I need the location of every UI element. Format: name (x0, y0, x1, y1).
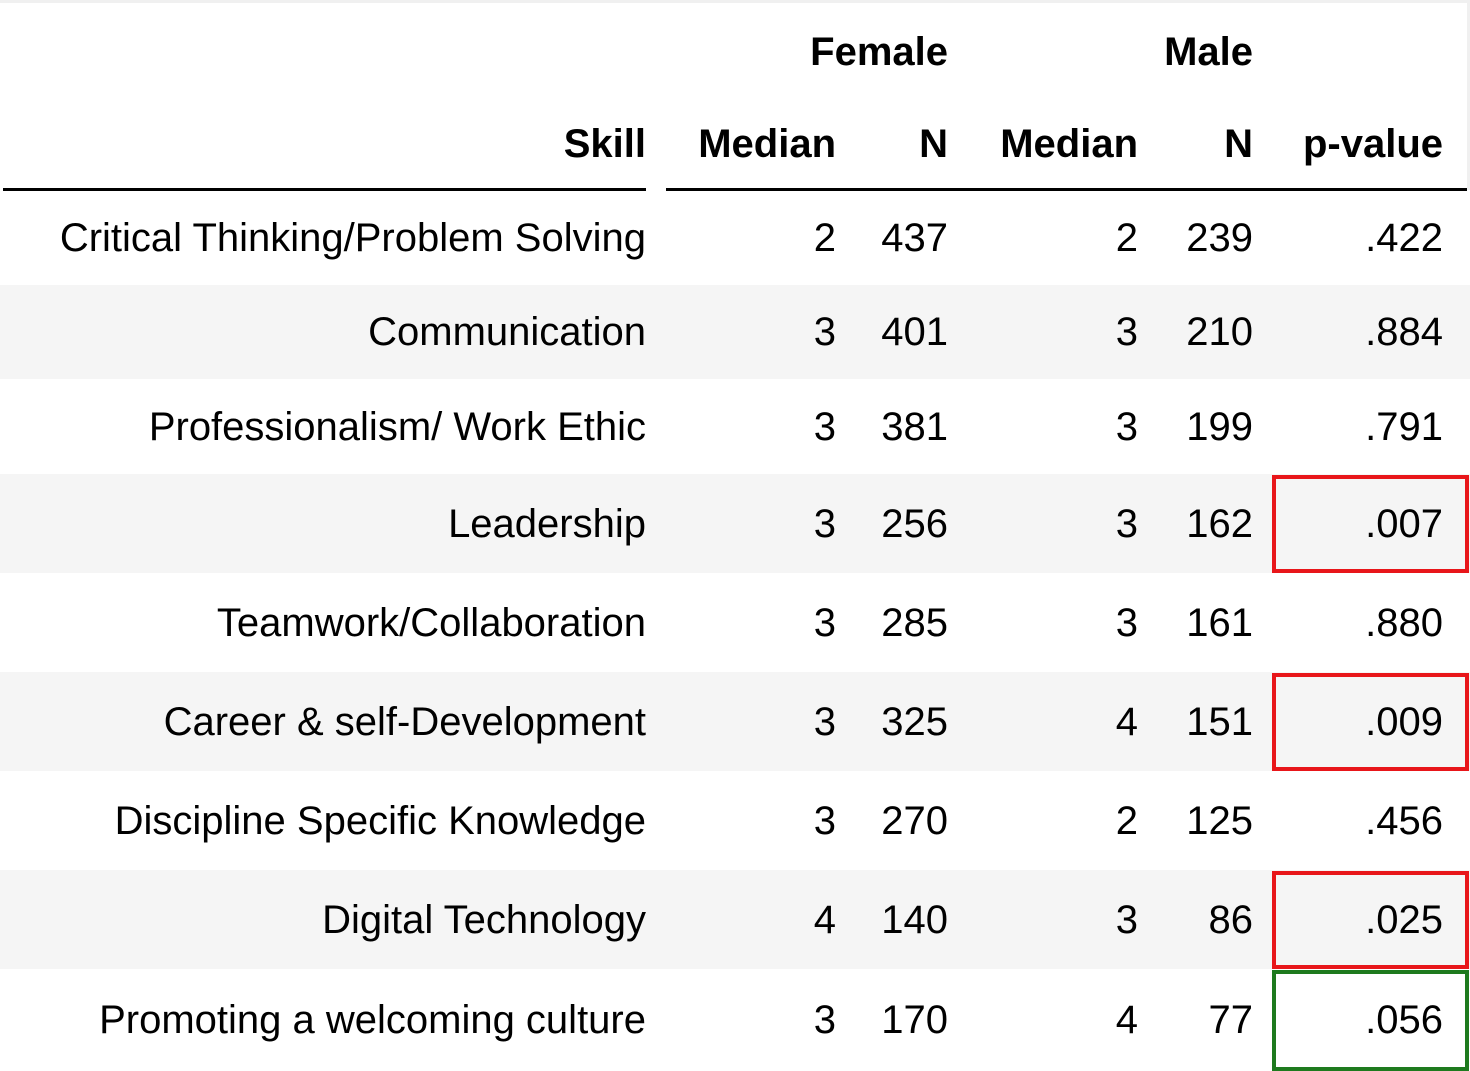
skill-cell: Promoting a welcoming culture (99, 998, 646, 1042)
female-median-cell: 4 (813, 898, 836, 942)
male-median-cell: 2 (1115, 799, 1138, 843)
skill-cell: Career & self-Development (163, 700, 646, 744)
female-n-cell: 437 (881, 216, 948, 260)
female-median-cell: 3 (813, 502, 836, 546)
table-row: Leadership 3 256 3 162 .007 (0, 474, 1470, 573)
p-value-cell: .025 (1365, 898, 1443, 942)
male-median-cell: 3 (1115, 405, 1138, 449)
table-row: Critical Thinking/Problem Solving 2 437 2 23… (0, 191, 1470, 285)
skill-cell: Discipline Specific Knowledge (114, 799, 646, 843)
p-value-cell: .422 (1365, 216, 1443, 260)
skill-cell: Professionalism/ Work Ethic (148, 405, 646, 449)
header-female-median: Median (698, 122, 836, 166)
p-value-cell: .791 (1365, 405, 1443, 449)
header-group-male: Male (1164, 30, 1253, 74)
table-row: Communication 3 401 3 210 .884 (0, 285, 1470, 379)
header-p-value: p-value (1302, 122, 1443, 166)
p-value-cell: .056 (1365, 998, 1443, 1042)
p-value-cell: .880 (1365, 601, 1443, 645)
male-median-cell: 2 (1115, 216, 1138, 260)
male-n-cell: 125 (1186, 799, 1253, 843)
header-male-n: N (1224, 122, 1253, 166)
p-value-cell: .456 (1365, 799, 1443, 843)
table-row: Career & self-Development 3 325 4 151 .009 (0, 672, 1470, 771)
table-row: Teamwork/Collaboration 3 285 3 161 .880 (0, 573, 1470, 672)
male-median-cell: 4 (1115, 998, 1138, 1042)
female-n-cell: 140 (881, 898, 948, 942)
female-median-cell: 3 (813, 799, 836, 843)
table-row: Promoting a welcoming culture 3 170 4 77 .056 (0, 969, 1470, 1071)
header-skill: Skill (563, 122, 646, 166)
female-median-cell: 3 (813, 310, 836, 354)
male-median-cell: 3 (1115, 502, 1138, 546)
p-value-cell: .009 (1365, 700, 1443, 744)
female-n-cell: 270 (881, 799, 948, 843)
p-value-highlight-box (1272, 970, 1469, 1071)
skill-cell: Critical Thinking/Problem Solving (59, 216, 646, 260)
male-n-cell: 161 (1186, 601, 1253, 645)
male-median-cell: 4 (1115, 700, 1138, 744)
male-n-cell: 151 (1186, 700, 1253, 744)
table-row: Discipline Specific Knowledge 3 270 2 125 .45… (0, 771, 1470, 870)
p-value-cell: .884 (1365, 310, 1443, 354)
p-value-highlight-box (1272, 475, 1469, 573)
male-n-cell: 162 (1186, 502, 1253, 546)
male-median-cell: 3 (1115, 898, 1138, 942)
header-rule (3, 188, 1467, 191)
header-rule-gap (646, 188, 666, 191)
table-row: Professionalism/ Work Ethic 3 381 3 199 .791 (0, 379, 1470, 474)
female-n-cell: 401 (881, 310, 948, 354)
male-median-cell: 3 (1115, 601, 1138, 645)
female-n-cell: 285 (881, 601, 948, 645)
p-value-cell: .007 (1365, 502, 1443, 546)
male-n-cell: 199 (1186, 405, 1253, 449)
male-n-cell: 77 (1208, 998, 1254, 1042)
female-median-cell: 2 (813, 216, 836, 260)
female-n-cell: 170 (881, 998, 948, 1042)
male-n-cell: 239 (1186, 216, 1253, 260)
skill-cell: Digital Technology (322, 898, 646, 942)
skill-cell: Teamwork/Collaboration (216, 601, 646, 645)
header-female-n: N (919, 122, 948, 166)
female-median-cell: 3 (813, 998, 836, 1042)
female-median-cell: 3 (813, 700, 836, 744)
female-n-cell: 381 (881, 405, 948, 449)
female-n-cell: 256 (881, 502, 948, 546)
right-edge (1467, 0, 1470, 190)
male-median-cell: 3 (1115, 310, 1138, 354)
skill-cell: Communication (368, 310, 646, 354)
p-value-highlight-box (1272, 871, 1469, 969)
male-n-cell: 86 (1208, 898, 1254, 942)
female-n-cell: 325 (881, 700, 948, 744)
header-male-median: Median (1000, 122, 1138, 166)
female-median-cell: 3 (813, 601, 836, 645)
header-group-female: Female (810, 30, 948, 74)
p-value-highlight-box (1272, 673, 1469, 771)
table-row: Digital Technology 4 140 3 86 .025 (0, 870, 1470, 969)
skill-cell: Leadership (448, 502, 646, 546)
male-n-cell: 210 (1186, 310, 1253, 354)
female-median-cell: 3 (813, 405, 836, 449)
top-edge (0, 0, 1470, 3)
